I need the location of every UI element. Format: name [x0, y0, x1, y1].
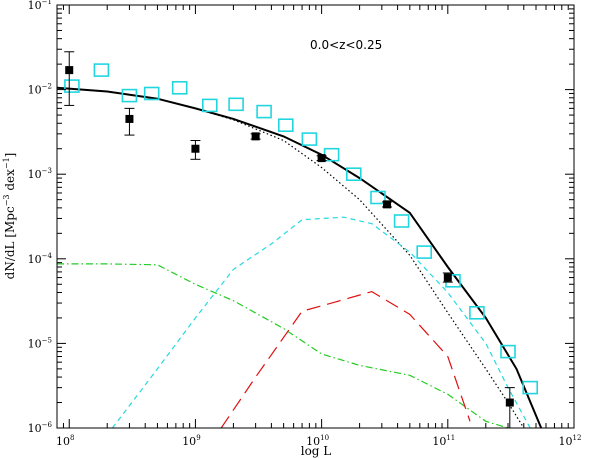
model-square: [277, 118, 294, 132]
redshift-annotation: 0.0<z<0.25: [310, 38, 382, 52]
series-line-long-dash: [220, 290, 471, 428]
data-point: [64, 51, 75, 106]
model-squares: [64, 63, 539, 395]
series-line-dash-dot: [57, 263, 509, 428]
data-point: [504, 387, 515, 429]
model-square: [393, 214, 410, 228]
axis-ticks: [56, 5, 574, 429]
model-square: [522, 380, 539, 395]
data-point: [250, 132, 261, 141]
series-line-dashed: [111, 216, 531, 428]
data-points: [64, 51, 515, 429]
y-tick-label: 10−3: [28, 167, 52, 181]
data-point: [316, 154, 327, 163]
model-square: [171, 81, 188, 95]
y-tick-label: 10−2: [28, 83, 52, 97]
model-square: [228, 97, 244, 112]
data-point: [442, 272, 453, 283]
data-point: [124, 107, 135, 136]
y-tick-label: 10−5: [28, 336, 52, 350]
data-point: [190, 140, 201, 160]
y-label-end: ]: [3, 153, 17, 158]
data-marker: [191, 144, 200, 153]
tick-labels: 108 109 1010 1011 1012 10−6 10−5 10−4 10−3 10−2 10…: [28, 0, 582, 448]
series-layer: [57, 86, 543, 428]
x-tick-label: 1010: [306, 434, 329, 448]
data-marker: [251, 132, 260, 141]
y-tick-label: 10−1: [28, 0, 52, 12]
data-point: [382, 200, 393, 209]
data-marker: [443, 273, 452, 282]
model-square: [93, 63, 110, 77]
y-label-mid: dex: [3, 169, 17, 195]
data-marker: [317, 154, 326, 163]
data-marker: [125, 114, 134, 123]
model-square: [416, 245, 433, 259]
y-label-exp1: −3: [2, 195, 11, 207]
model-square: [256, 104, 272, 119]
y-tick-label: 10−6: [28, 421, 53, 435]
data-marker: [383, 200, 392, 209]
data-marker: [505, 398, 514, 407]
x-tick-label: 109: [182, 434, 200, 448]
model-square: [121, 88, 138, 103]
model-square: [469, 305, 485, 320]
series-line-dotted: [57, 87, 525, 428]
y-label-exp2: −1: [2, 157, 11, 169]
model-square: [345, 167, 362, 181]
x-axis-label: log L: [301, 444, 332, 458]
model-square: [202, 98, 218, 113]
model-square: [500, 344, 516, 359]
x-tick-label: 108: [56, 434, 74, 448]
model-square: [143, 86, 160, 101]
y-label-main: dN/dL [Mpc: [3, 206, 17, 279]
model-square: [301, 132, 318, 146]
x-tick-label: 1011: [432, 434, 455, 448]
x-tick-label: 1012: [559, 434, 582, 448]
model-square: [370, 190, 386, 205]
model-square: [64, 79, 80, 93]
data-marker: [65, 66, 74, 75]
y-tick-label: 10−4: [28, 252, 53, 266]
series-line-solid: [57, 86, 543, 428]
y-axis-label: dN/dL [Mpc−3 dex−1]: [2, 153, 17, 280]
